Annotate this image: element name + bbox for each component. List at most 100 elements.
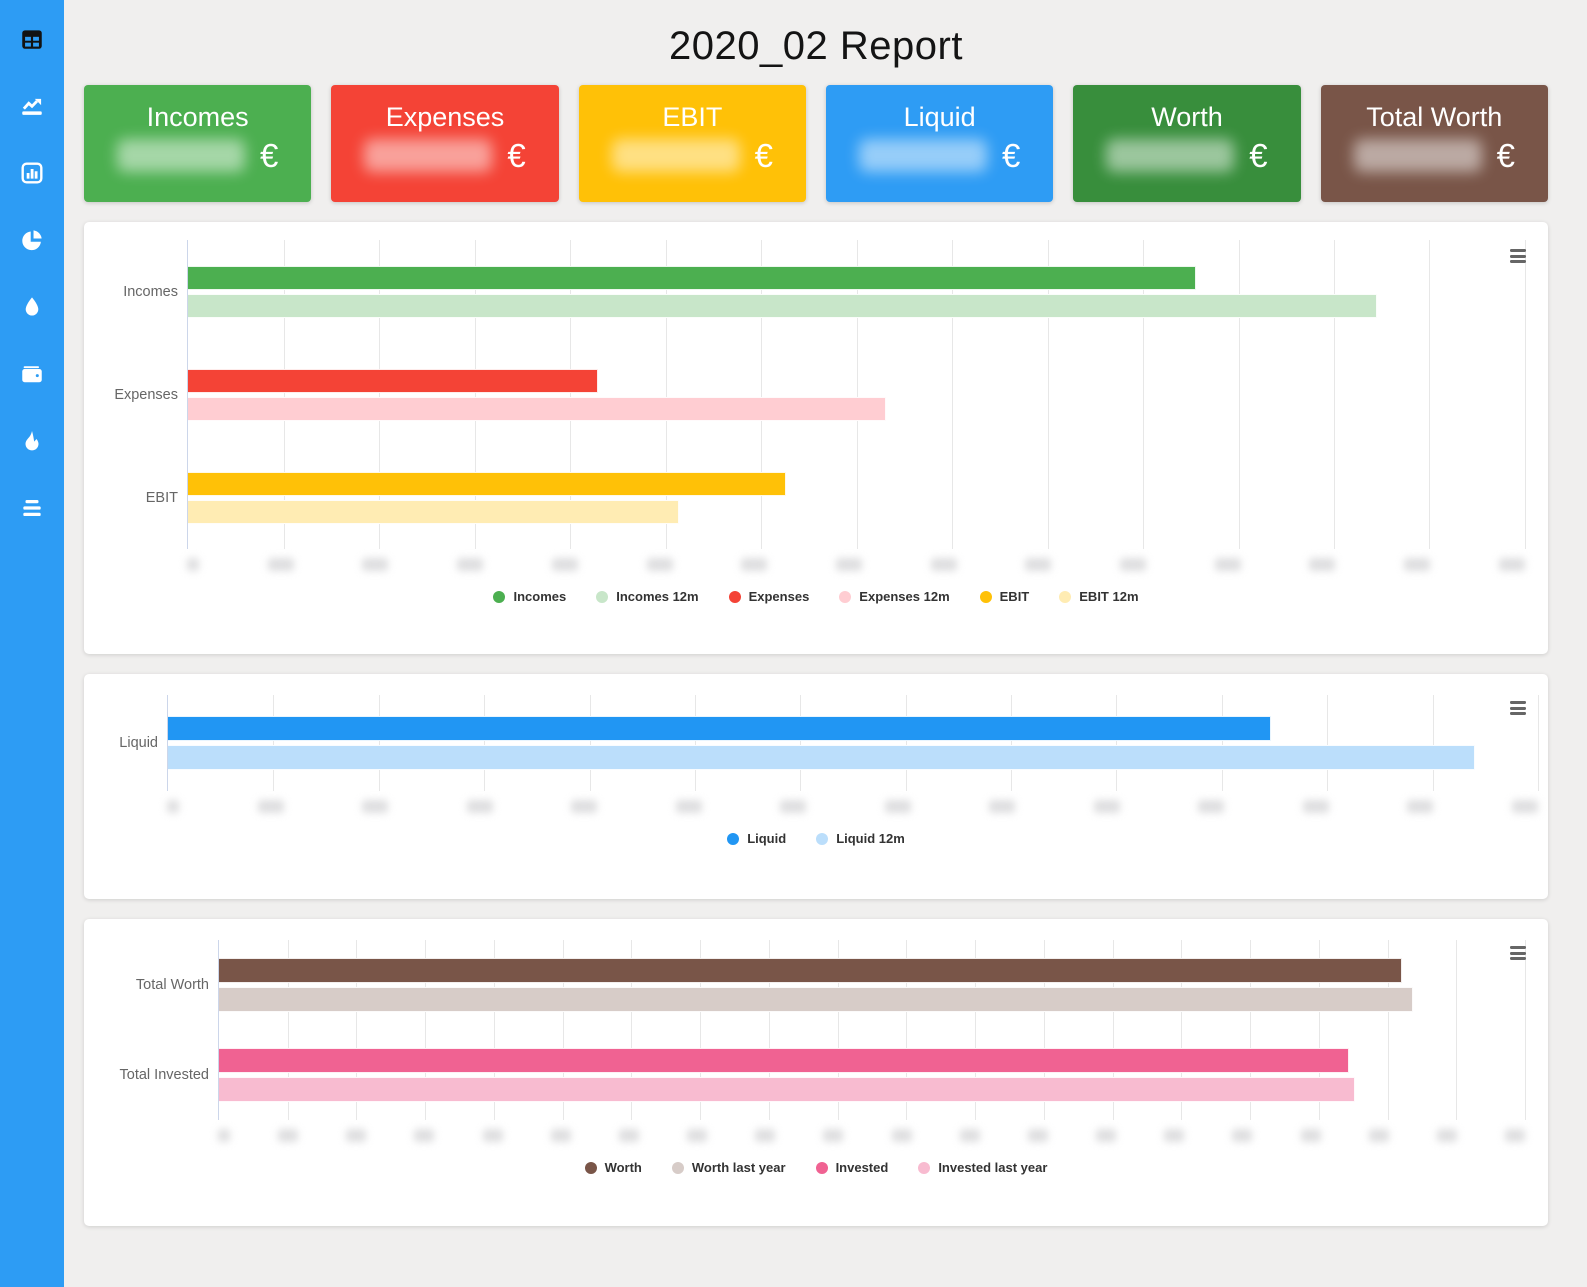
x-tick-label-redacted (414, 1129, 435, 1142)
gridline (952, 240, 953, 549)
legend-item-invested-last-year[interactable]: Invested last year (918, 1160, 1047, 1175)
x-tick-label-redacted (187, 558, 199, 571)
kpi-card-label: Worth (1151, 102, 1223, 132)
kpi-value-redacted (1106, 139, 1235, 172)
x-tick-label-redacted (687, 1129, 708, 1142)
gridline (283, 240, 285, 549)
x-tick-label-redacted (550, 1129, 571, 1142)
legend-item-worth-last-year[interactable]: Worth last year (671, 1160, 786, 1175)
sidebar-item-wallet[interactable] (19, 361, 45, 387)
x-tick-label-redacted (1309, 558, 1336, 571)
x-tick-label-redacted (1300, 1129, 1321, 1142)
category-label-incomes: Incomes (123, 283, 178, 300)
legend-label: Worth last year (691, 1160, 786, 1175)
bar-group-liquid (168, 695, 1538, 791)
x-tick-label-redacted (1498, 558, 1525, 571)
x-tick-label-redacted (618, 1129, 639, 1142)
hamburger-icon[interactable] (1510, 701, 1526, 716)
sidebar-item-menu-lines[interactable] (19, 495, 45, 521)
legend-marker (596, 590, 609, 603)
legend-item-liquid-12m[interactable]: Liquid 12m (816, 831, 905, 846)
x-tick-label-redacted (835, 558, 862, 571)
legend-item-ebit[interactable]: EBIT (979, 589, 1029, 604)
legend-label: Incomes 12m (616, 589, 699, 604)
legend-item-worth[interactable]: Worth (584, 1160, 642, 1175)
kpi-card-liquid: Liquid € (825, 85, 1054, 202)
kpi-card-expenses: Expenses € (331, 85, 559, 202)
bar-invested-last-year (219, 1077, 1356, 1102)
gridline (1043, 940, 1045, 1120)
legend-marker (815, 1161, 828, 1174)
y-axis-labels: Liquid (84, 695, 167, 791)
chart-card-incomes-expenses-ebit: Incomes Expenses EBIT Incomes Incomes 12m Ex… (84, 222, 1548, 654)
sidebar-item-bar-chart[interactable] (19, 160, 45, 186)
bar-liquid-12m (168, 745, 1475, 770)
x-tick-label-redacted (741, 558, 768, 571)
legend-label: Liquid 12m (836, 831, 905, 846)
gridline (856, 240, 858, 549)
x-tick-label-redacted (1368, 1129, 1389, 1142)
plot-area (167, 695, 1539, 791)
category-label-liquid: Liquid (119, 735, 158, 751)
x-tick-label-redacted (218, 1129, 230, 1142)
kpi-card-label: Total Worth (1366, 102, 1503, 132)
x-axis-tick-labels (167, 800, 1538, 814)
category-label-total-worth: Total Worth (135, 977, 209, 993)
sidebar-item-flame[interactable] (19, 428, 45, 454)
gridline (700, 940, 702, 1120)
legend-marker (671, 1161, 684, 1174)
bar-group-total-invested (219, 1030, 1525, 1120)
kpi-card-incomes: Incomes € (84, 85, 312, 202)
gridline (1318, 940, 1320, 1120)
gridline (800, 695, 802, 791)
x-tick-label-redacted (346, 1129, 367, 1142)
legend-label: Incomes (513, 589, 567, 604)
droplet-icon (25, 297, 39, 316)
x-axis-tick-labels (218, 1129, 1525, 1143)
legend-item-expenses-12m[interactable]: Expenses 12m (839, 589, 950, 604)
legend-item-expenses[interactable]: Expenses (728, 589, 809, 604)
gridline (1221, 695, 1223, 791)
line-chart-icon (22, 98, 42, 115)
legend-item-invested[interactable]: Invested (815, 1160, 888, 1175)
bar-expenses-12m (188, 396, 886, 421)
sidebar-item-droplet[interactable] (19, 294, 45, 320)
x-tick-label-redacted (930, 558, 957, 571)
gridline (562, 940, 564, 1120)
legend-label: Invested last year (938, 1160, 1048, 1175)
kpi-card-label: EBIT (662, 102, 723, 132)
x-tick-label-redacted (362, 558, 389, 571)
gridline (589, 695, 591, 791)
gridline (425, 940, 427, 1120)
gridline (761, 240, 762, 549)
legend-item-incomes[interactable]: Incomes (493, 589, 566, 604)
legend-item-ebit-12m[interactable]: EBIT 12m (1059, 589, 1139, 604)
x-tick-label-redacted (1436, 1129, 1457, 1142)
chart-legend: Incomes Incomes 12m Expenses Expenses 12m EB… (84, 589, 1548, 604)
sidebar-item-line-chart[interactable] (19, 93, 45, 119)
sidebar-item-table[interactable] (19, 26, 45, 52)
x-tick-label-redacted (1164, 1129, 1185, 1142)
gridline (1334, 240, 1335, 549)
gridline (1143, 240, 1144, 549)
bar-group-total-worth (219, 940, 1525, 1030)
x-tick-label-redacted (1214, 558, 1241, 571)
gridline (1429, 240, 1431, 549)
hamburger-icon[interactable] (1510, 249, 1526, 264)
bar-invested (219, 1048, 1349, 1073)
x-tick-label-redacted (1198, 800, 1225, 813)
gridline (975, 940, 977, 1120)
legend-marker (584, 1161, 597, 1174)
x-tick-label-redacted (1404, 558, 1431, 571)
plot-area (218, 940, 1526, 1120)
x-tick-label-redacted (989, 800, 1016, 813)
currency-symbol: € (259, 137, 279, 174)
legend-item-incomes-12m[interactable]: Incomes 12m (596, 589, 699, 604)
sidebar-item-pie-chart[interactable] (19, 227, 45, 253)
gridline (273, 695, 275, 791)
table-icon (22, 30, 42, 49)
legend-item-liquid[interactable]: Liquid (727, 831, 786, 846)
legend-label: Expenses 12m (859, 589, 950, 604)
y-axis-labels: Total Worth Total Invested (84, 940, 218, 1120)
hamburger-icon[interactable] (1510, 946, 1526, 961)
